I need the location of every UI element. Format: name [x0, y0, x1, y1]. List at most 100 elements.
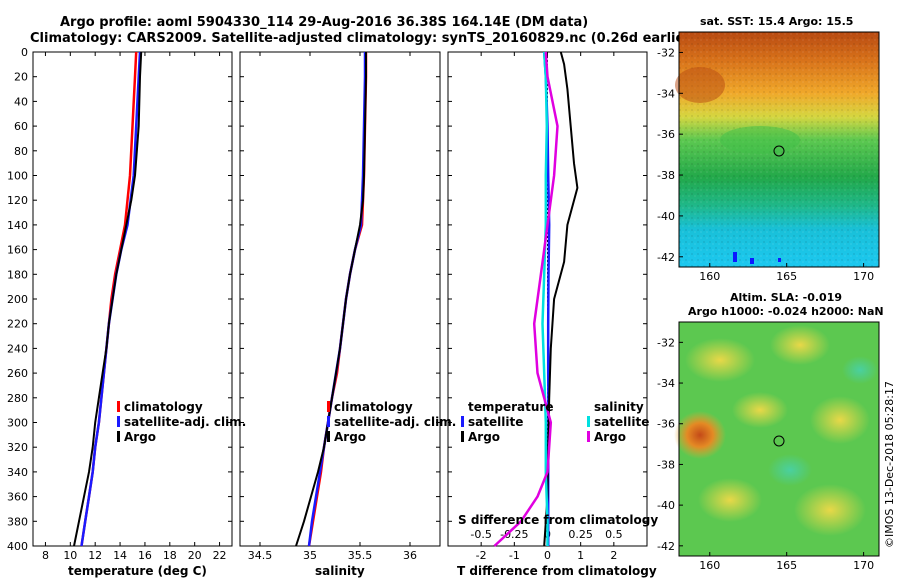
x-tick-label: 10 [63, 549, 77, 562]
map-x-tick-label: 165 [776, 270, 797, 283]
depth-tick-label: 100 [7, 170, 28, 183]
depth-tick-label: 160 [7, 244, 28, 257]
depth-tick-label: 220 [7, 318, 28, 331]
map-y-tick-label: -38 [657, 458, 675, 471]
map-y-tick-label: -32 [657, 46, 675, 59]
depth-tick-label: 120 [7, 194, 28, 207]
tdiff-xlabel: T difference from climatology [457, 564, 657, 578]
x-tick-label: 16 [138, 549, 152, 562]
x-tick-label: 8 [42, 549, 49, 562]
map-x-tick-label: 160 [699, 559, 720, 572]
sla-map-subtitle: Argo h1000: -0.024 h2000: NaN [688, 305, 884, 318]
title-line2: Climatology: CARS2009. Satellite-adjuste… [30, 31, 697, 46]
series-line-argo [73, 51, 143, 547]
s-tick-label: 0.5 [605, 528, 623, 541]
series-line-salinity-satellite [541, 51, 549, 546]
depth-tick-label: 180 [7, 268, 28, 281]
map-y-tick-label: -34 [657, 377, 675, 390]
map-y-tick-label: -40 [657, 210, 675, 223]
temperature-xlabel: temperature (deg C) [68, 564, 207, 578]
x-tick-label: 2 [610, 549, 617, 562]
legend-swatch-climatology [117, 401, 120, 412]
x-tick-label: 22 [213, 549, 227, 562]
difference-legend: temperature satellite Argo salinity sate… [461, 400, 649, 444]
temperature-panel: 8 10 12 14 16 18 20 22 [32, 51, 233, 562]
title-line1: Argo profile: aoml 5904330_114 29-Aug-20… [60, 15, 588, 30]
depth-tick-label: 400 [7, 540, 28, 553]
legend-label-climatology: climatology [124, 400, 203, 414]
s-tick-label: -0.5 [470, 528, 491, 541]
x-tick-label: 36 [403, 549, 417, 562]
x-tick-label: 0 [544, 549, 551, 562]
sla-map [674, 321, 880, 557]
map-y-tick-label: -42 [657, 251, 675, 264]
x-tick-label: 34.5 [248, 549, 273, 562]
depth-tick-label: 40 [14, 95, 28, 108]
legend-salinity-title: salinity [594, 400, 644, 414]
depth-axis: 0 20 40 60 80 100 120 140 160 180 200 220 240 260 280 3… [7, 46, 28, 553]
sla-warm-eddy [674, 411, 726, 459]
legend-label-climatology: climatology [334, 400, 413, 414]
depth-tick-label: 140 [7, 219, 28, 232]
series-line-salinity-argo [493, 51, 559, 547]
map-x-tick-label: 160 [699, 270, 720, 283]
map-x-tick-label: 165 [776, 559, 797, 572]
sst-argo-marker [773, 145, 785, 157]
salinity-xlabel: salinity [315, 564, 365, 578]
map-y-tick-label: -42 [657, 540, 675, 553]
series-line-argo [295, 52, 367, 547]
depth-tick-label: 240 [7, 342, 28, 355]
depth-tick-label: 80 [14, 145, 28, 158]
watermark: ©IMOS 13-Dec-2018 05:28:17 [883, 381, 896, 548]
depth-tick-label: 260 [7, 367, 28, 380]
depth-tick-label: 300 [7, 417, 28, 430]
s-tick-label: 0.25 [568, 528, 593, 541]
x-tick-label: 14 [113, 549, 127, 562]
x-tick-label: 35.5 [348, 549, 373, 562]
x-tick-label: 20 [188, 549, 202, 562]
depth-tick-label: 320 [7, 441, 28, 454]
x-tick-label: 1 [577, 549, 584, 562]
sla-map-axes: 160 165 170 -32 -34 -36 -38 -40 -42 [657, 336, 874, 572]
temperature-legend: climatology satellite-adj. clim. Argo [117, 400, 246, 444]
legend-swatch-climatology [327, 401, 330, 412]
depth-tick-label: 60 [14, 120, 28, 133]
map-y-tick-label: -36 [657, 128, 675, 141]
sst-map-title: sat. SST: 15.4 Argo: 15.5 [700, 15, 853, 28]
legend-swatch-satellite [327, 416, 330, 427]
legend-swatch-argo [327, 431, 330, 442]
depth-tick-label: 360 [7, 491, 28, 504]
map-y-tick-label: -32 [657, 336, 675, 349]
sst-blue-patch [733, 252, 737, 262]
legend-label-argo: Argo [124, 430, 156, 444]
legend-swatch-t-argo [461, 431, 464, 442]
map-y-tick-label: -38 [657, 169, 675, 182]
legend-swatch-s-argo [587, 431, 590, 442]
legend-label-argo: Argo [334, 430, 366, 444]
legend-s-satellite: satellite [594, 415, 649, 429]
legend-temperature-title: temperature [468, 400, 553, 414]
s-tick-label: -0.25 [500, 528, 528, 541]
legend-swatch-argo [117, 431, 120, 442]
legend-swatch-t-satellite [461, 416, 464, 427]
map-y-tick-label: -36 [657, 418, 675, 431]
depth-tick-label: 20 [14, 71, 28, 84]
depth-tick-label: 380 [7, 515, 28, 528]
map-y-tick-label: -34 [657, 87, 675, 100]
series-line-temperature-argo [543, 51, 579, 547]
sdiff-xlabel: S difference from climatology [458, 513, 658, 527]
legend-label-satellite: satellite-adj. clim. [124, 415, 246, 429]
sla-argo-marker [773, 435, 785, 447]
x-tick-label: 12 [88, 549, 102, 562]
x-tick-label: 35 [303, 549, 317, 562]
depth-tick-label: 280 [7, 392, 28, 405]
sst-map-axes: 160 165 170 -32 -34 -36 -38 -40 -42 [657, 46, 874, 283]
sla-map-title: Altim. SLA: -0.019 [730, 291, 842, 304]
x-tick-label: 18 [163, 549, 177, 562]
salinity-panel: 34.5 35 35.5 36 [239, 51, 441, 562]
depth-tick-label: 0 [21, 46, 28, 59]
map-y-tick-label: -40 [657, 499, 675, 512]
depth-tick-label: 340 [7, 466, 28, 479]
map-x-tick-label: 170 [853, 559, 874, 572]
legend-swatch-satellite [117, 416, 120, 427]
